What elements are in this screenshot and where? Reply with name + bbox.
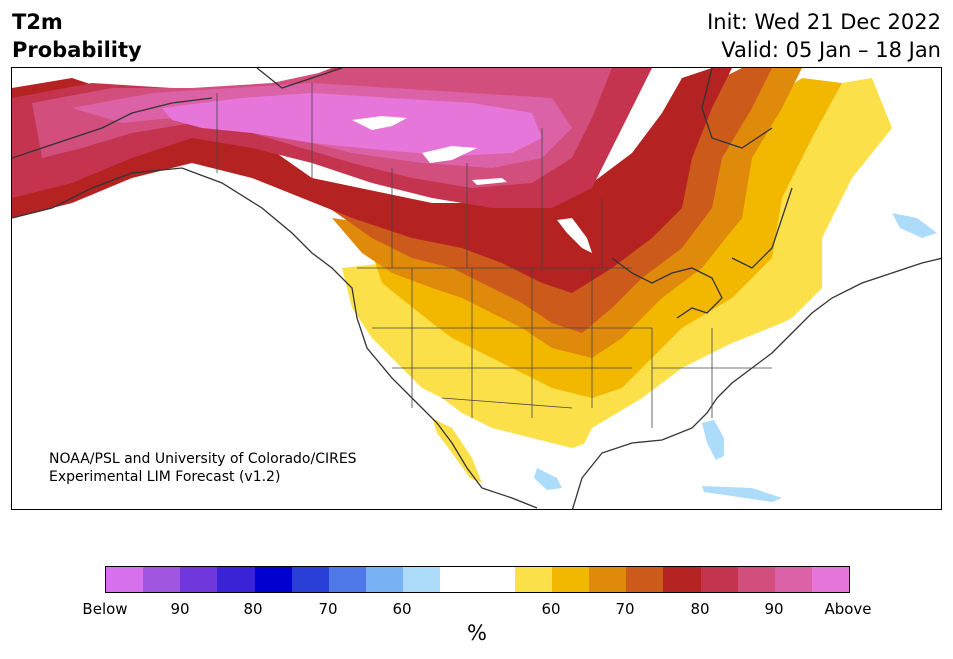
lake-winnipeg: [557, 218, 592, 253]
colorbar-tick-label: 80: [243, 600, 263, 618]
chart-title: T2m Probability: [12, 8, 142, 64]
colorbar-swatch: [403, 567, 441, 592]
colorbar-swatch: [291, 567, 329, 592]
colorbar-swatch: [143, 567, 181, 592]
colorbar-tick-label: 60: [541, 600, 561, 618]
colorbar-tick-label: 60: [392, 600, 412, 618]
great-slave-lake: [422, 146, 477, 163]
colorbar-tick-label: 70: [615, 600, 635, 618]
credit-text: NOAA/PSL and University of Colorado/CIRE…: [49, 450, 357, 486]
colorbar-tick-label: 80: [690, 600, 710, 618]
probability-map: [11, 67, 942, 510]
colorbar-swatch: [663, 567, 701, 592]
coastlines: [12, 68, 941, 509]
colorbar-tick-label: Below: [82, 600, 128, 618]
below-gulf-mexico: [534, 468, 562, 490]
colorbar: [105, 566, 850, 593]
below-cuba: [702, 486, 782, 502]
neutral-southeast: [572, 248, 941, 509]
variable-subtitle: Probability: [12, 38, 142, 62]
colorbar-unit: %: [467, 621, 487, 645]
colorbar-swatch: [774, 567, 812, 592]
credit-line-1: NOAA/PSL and University of Colorado/CIRE…: [49, 451, 357, 467]
great-bear-lake: [352, 116, 407, 130]
credit-line-2: Experimental LIM Forecast (v1.2): [49, 469, 281, 485]
colorbar-swatch: [589, 567, 627, 592]
colorbar-swatch: [180, 567, 218, 592]
colorbar-tick-label: 90: [764, 600, 784, 618]
neutral-mexico: [412, 398, 572, 509]
forecast-dates: Init: Wed 21 Dec 2022 Valid: 05 Jan – 18…: [707, 8, 941, 64]
band-65: [332, 68, 802, 358]
colorbar-swatch: [551, 567, 590, 592]
colorbar-swatch: [217, 567, 255, 592]
lake-athabasca: [472, 178, 507, 185]
variable-name: T2m: [12, 10, 63, 34]
colorbar-swatch: [626, 567, 664, 592]
map-svg: [12, 68, 941, 509]
colorbar-tick-label: Above: [824, 600, 872, 618]
colorbar-swatch: [366, 567, 404, 592]
init-date: Init: Wed 21 Dec 2022: [707, 10, 941, 34]
band-above: [162, 93, 542, 156]
colorbar-swatch: [328, 567, 367, 592]
colorbar-swatch: [106, 567, 144, 592]
colorbar-swatch: [477, 567, 515, 592]
colorbar-swatch: [737, 567, 775, 592]
colorbar-swatch: [254, 567, 292, 592]
political-borders: [216, 83, 772, 428]
valid-range: Valid: 05 Jan – 18 Jan: [721, 38, 941, 62]
below-newfoundland: [892, 213, 937, 238]
colorbar-tick-label: 90: [170, 600, 190, 618]
colorbar-swatch: [514, 567, 552, 592]
colorbar-tick-label: 70: [318, 600, 338, 618]
colorbar-swatch: [440, 567, 478, 592]
colorbar-swatch: [700, 567, 738, 592]
below-florida: [702, 420, 724, 460]
colorbar-swatch: [811, 567, 850, 592]
